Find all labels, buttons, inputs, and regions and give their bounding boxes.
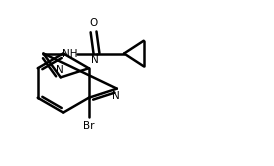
Text: NH: NH [62,48,78,58]
Text: N: N [112,91,120,101]
Text: N: N [56,65,64,75]
Text: Br: Br [83,121,95,131]
Text: O: O [89,18,98,28]
Text: N: N [91,55,99,65]
